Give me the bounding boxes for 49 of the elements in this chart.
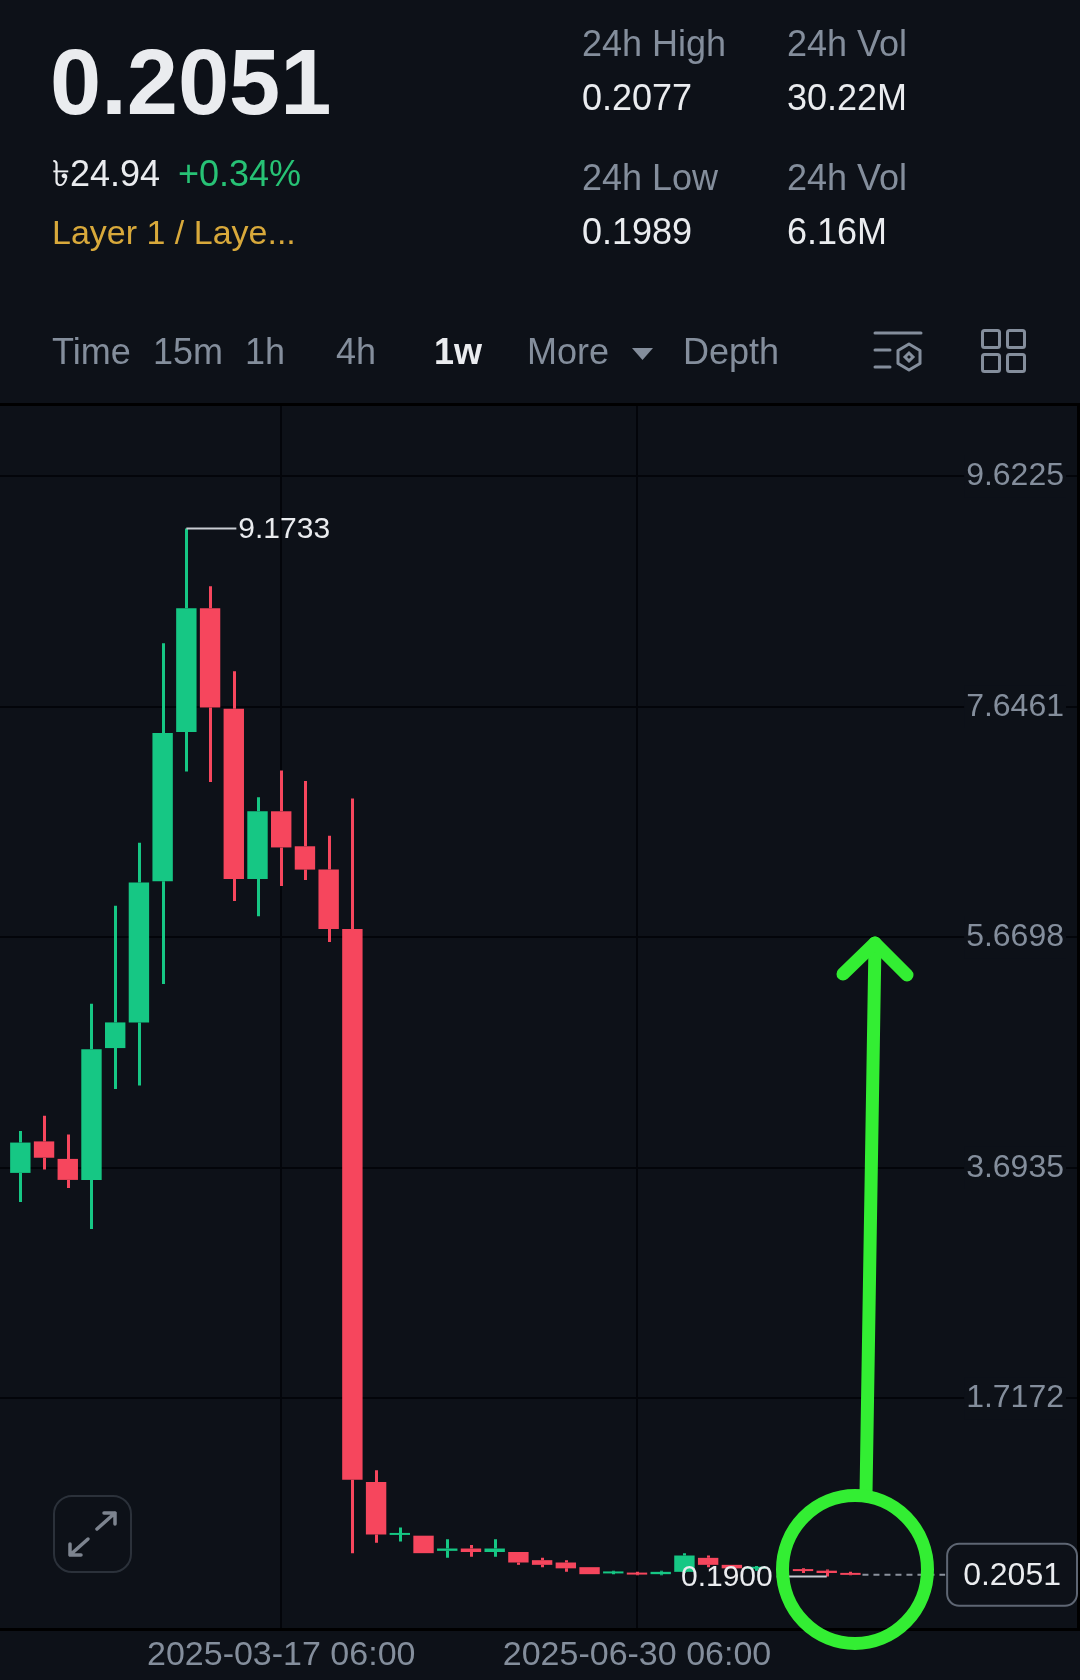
annotation: 0.1900 <box>680 1558 773 1592</box>
candlestick <box>342 798 363 1554</box>
text: 0.1989 <box>582 211 693 252</box>
candlestick <box>223 671 244 902</box>
text: 24h High <box>582 23 727 64</box>
candlestick <box>413 1535 434 1554</box>
x-tick-label: 2025-06-30 06:00 <box>502 1633 772 1672</box>
candlestick <box>792 1568 814 1574</box>
candlestick <box>199 586 221 783</box>
ref-line-label: 0.2051 <box>963 1555 1061 1592</box>
y-tick-label: 3.6935 <box>966 1147 1064 1184</box>
text: 0.2077 <box>582 77 693 118</box>
chart-title: 0.2051 <box>50 31 332 133</box>
candlestick <box>105 905 126 1089</box>
text: 30.22M <box>787 77 908 118</box>
text: 24h Low <box>582 157 719 198</box>
candlestick <box>176 528 197 772</box>
candlestick <box>152 643 173 984</box>
candlestick <box>10 1130 31 1203</box>
candlestick <box>33 1115 55 1170</box>
candlestick <box>128 842 150 1086</box>
text: 24h Vol <box>787 23 908 64</box>
text: 4h <box>336 331 377 372</box>
candlestick <box>294 780 316 881</box>
candlestick <box>579 1567 600 1575</box>
text: 24h Vol <box>787 157 908 198</box>
candlestick <box>81 1003 102 1229</box>
text: More <box>527 331 610 372</box>
candlestick <box>389 1527 411 1542</box>
text: Layer 1 / Laye... <box>52 213 296 251</box>
y-tick-label: 7.6461 <box>966 686 1064 723</box>
text: Depth <box>683 331 780 372</box>
y-tick-label: 9.6225 <box>966 456 1064 493</box>
text: +0.34% <box>178 153 302 194</box>
text: 6.16M <box>787 211 888 252</box>
candlestick <box>365 1470 387 1543</box>
text: 1h <box>245 331 286 372</box>
text: Time <box>52 331 131 372</box>
text: ৳24.94 <box>52 153 161 194</box>
candlestick <box>271 770 292 886</box>
candlestick <box>318 835 339 942</box>
candlestick <box>247 797 268 917</box>
y-tick-label: 1.7172 <box>966 1378 1064 1415</box>
text: 15m <box>153 331 224 372</box>
candlestick <box>57 1134 78 1189</box>
text: 1w <box>434 331 483 372</box>
y-tick-label: 5.6698 <box>966 917 1064 954</box>
annotation: 9.1733 <box>238 510 331 544</box>
x-tick-label: 2025-03-17 06:00 <box>147 1633 416 1672</box>
